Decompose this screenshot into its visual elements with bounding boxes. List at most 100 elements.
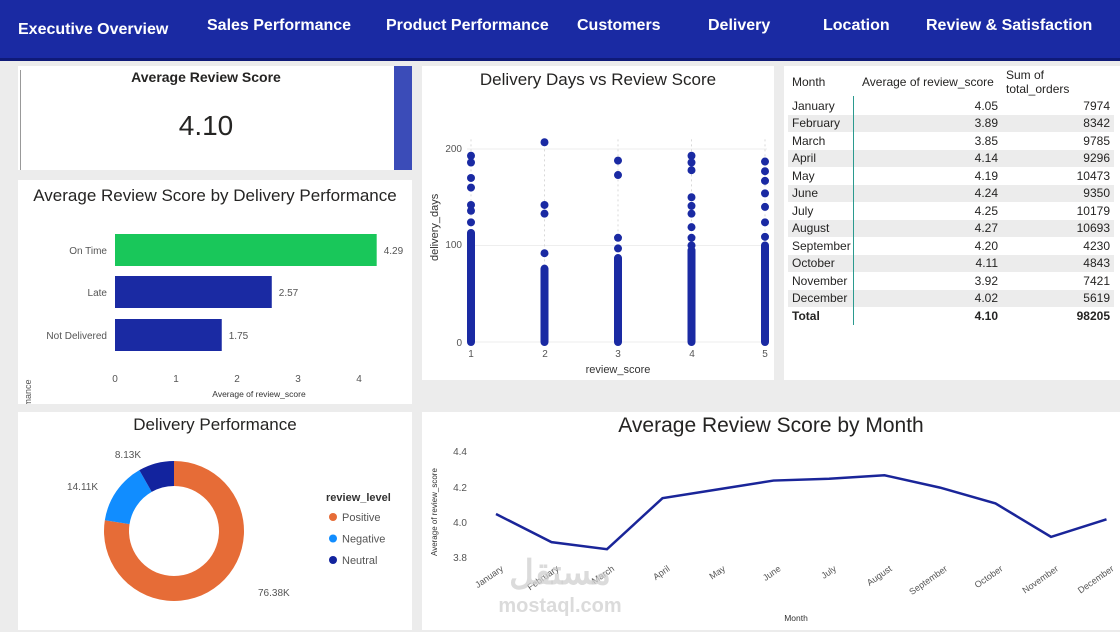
scatter-point[interactable] [761,246,769,255]
scatter-point[interactable] [761,167,769,176]
donut-slice-neutral[interactable] [139,461,174,492]
table-row[interactable]: January 4.05 7974 [788,97,1114,115]
tab-product-performance[interactable]: Product Performance [386,17,549,34]
bar-late[interactable] [115,276,272,308]
scatter-point[interactable] [540,200,549,209]
scatter-point[interactable] [614,156,622,165]
scatter-point[interactable] [540,249,549,258]
bar-not-delivered[interactable] [115,319,222,351]
table-total-cell: 98205 [1076,308,1110,323]
table-header-avg-review[interactable]: Average of review_score [862,75,994,89]
line-series-avg-review[interactable] [495,474,1107,551]
table-cell: 4.24 [858,184,1002,202]
table-header-month[interactable]: Month [792,75,826,89]
table-row[interactable]: July 4.25 10179 [788,202,1114,220]
table-header-total-orders[interactable]: Sum of total_orders [1006,68,1070,96]
line-x-tick: January [473,563,505,590]
table-row[interactable]: February 3.89 8342 [788,114,1114,132]
scatter-point[interactable] [761,218,769,227]
scatter-x-tick-4: 5 [762,349,768,360]
table-cell: 4.05 [974,98,998,113]
scatter-dense-column[interactable] [614,255,622,346]
scatter-dense-column[interactable] [467,228,475,346]
scatter-point[interactable] [687,151,696,160]
scatter-point[interactable] [687,209,696,218]
scatter-point[interactable] [614,254,622,263]
tab-location[interactable]: Location [823,17,890,34]
scatter-point[interactable] [687,233,696,242]
scatter-point[interactable] [687,248,696,257]
scatter-point[interactable] [614,171,622,180]
table-row[interactable]: November 3.92 7421 [788,272,1114,290]
month-table-panel: Month Average of review_score Sum of tot… [784,66,1120,380]
scatter-point[interactable] [761,189,769,198]
scatter-point[interactable] [540,138,549,147]
bar-category-label: On Time [69,246,107,257]
scatter-point[interactable] [467,151,475,160]
table-row[interactable]: October 4.11 4843 [788,254,1114,272]
tab-review-satisfaction[interactable]: Review & Satisfaction [926,17,1093,34]
donut-data-label: 14.11K [67,482,98,493]
tab-delivery[interactable]: Delivery [708,17,771,34]
scatter-point[interactable] [687,158,696,167]
scatter-dense-column[interactable] [540,264,549,346]
scatter-dense-column[interactable] [761,241,769,347]
scatter-point[interactable] [761,157,769,166]
line-x-tick: August [865,563,894,588]
scatter-point[interactable] [467,158,475,167]
line-chart-panel: Average Review Score by Month Average of… [422,412,1120,630]
scatter-y-tick-1: 100 [445,240,462,251]
table-cell: 4.14 [858,149,1002,167]
legend-marker [329,513,337,521]
table-row[interactable]: December 4.02 5619 [788,289,1114,307]
scatter-x-tick-2: 3 [615,349,621,360]
table-row[interactable]: May 4.19 10473 [788,167,1114,185]
scatter-point[interactable] [761,176,769,185]
donut-slice-negative[interactable] [104,470,152,525]
scatter-point[interactable] [467,206,475,215]
scatter-point[interactable] [761,202,769,211]
scatter-chart-plot: delivery_days review_score 0 100 200 1 2… [429,138,769,376]
legend-label-neutral[interactable]: Neutral [342,555,377,567]
scatter-point[interactable] [467,173,475,182]
table-cell: September [792,238,851,253]
table-row[interactable]: June 4.24 9350 [788,184,1114,202]
bar-chart-x-tick-0: 0 [112,374,118,385]
legend-label-positive[interactable]: Positive [342,512,381,524]
tab-executive-overview[interactable]: Executive Overview [18,21,169,38]
table-cell: 3.89 [858,114,1002,132]
scatter-point[interactable] [687,193,696,202]
line-y-tick-0: 3.8 [453,553,467,564]
table-cell: 10693 [1002,219,1114,237]
donut-slice-positive[interactable] [103,461,244,601]
table-header-row: Month Average of review_score Sum of tot… [788,67,1114,97]
table-row[interactable]: August 4.27 10693 [788,219,1114,237]
scatter-point[interactable] [467,218,475,227]
scatter-point[interactable] [467,200,475,209]
kpi-scrollbar[interactable] [394,66,412,170]
scatter-point[interactable] [614,244,622,253]
bar-chart-x-tick-1: 1 [173,374,179,385]
scatter-point[interactable] [687,223,696,232]
tab-customers[interactable]: Customers [577,17,661,34]
tab-sales-performance[interactable]: Sales Performance [207,17,352,34]
table-row[interactable]: March 3.85 9785 [788,132,1114,150]
scatter-point[interactable] [761,232,769,241]
scatter-point[interactable] [687,241,696,250]
line-y-tick-2: 4.2 [453,483,467,494]
scatter-x-tick-3: 4 [689,349,695,360]
scatter-point[interactable] [687,166,696,175]
table-row[interactable]: September 4.20 4230 [788,237,1114,255]
line-x-tick: September [907,563,949,596]
scatter-point[interactable] [467,183,475,192]
scatter-point[interactable] [540,209,549,218]
table-cell: January [792,98,835,113]
legend-label-negative[interactable]: Negative [342,534,385,546]
scatter-point[interactable] [614,233,622,242]
scatter-point[interactable] [687,201,696,210]
table-cell: 9785 [1083,133,1110,148]
scatter-point[interactable] [467,229,475,238]
scatter-dense-column[interactable] [687,246,696,346]
table-row[interactable]: April 4.14 9296 [788,149,1114,167]
bar-on-time[interactable] [115,234,377,266]
